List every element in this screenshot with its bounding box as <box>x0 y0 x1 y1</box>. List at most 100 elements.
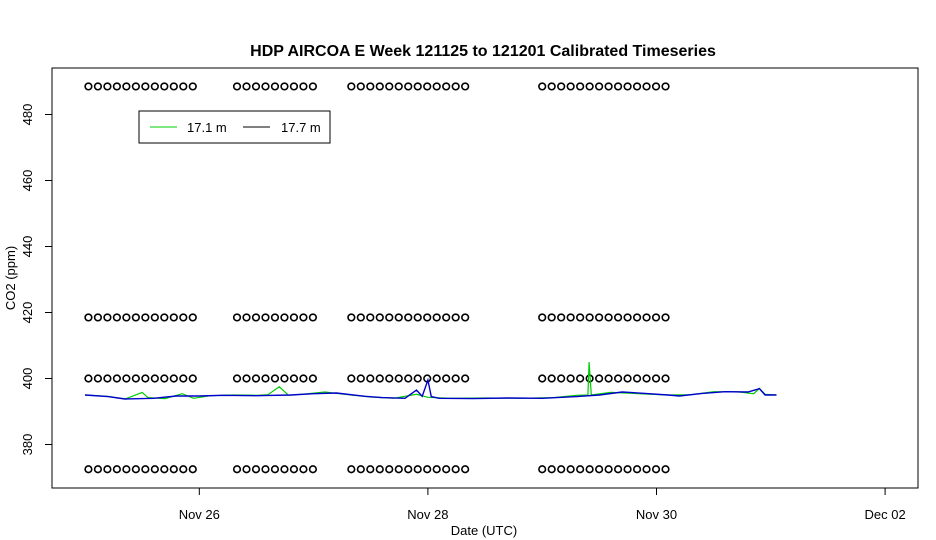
calibration-point <box>423 82 432 91</box>
calibration-point <box>103 82 112 91</box>
calibration-point <box>251 465 261 474</box>
calibration-point <box>632 374 642 383</box>
calibration-point <box>347 374 356 383</box>
calibration-point <box>251 313 261 322</box>
calibration-point <box>423 313 432 322</box>
calibration-point <box>122 374 131 383</box>
calibration-point <box>141 313 150 322</box>
calibration-point <box>385 313 394 322</box>
calibration-point <box>651 465 661 474</box>
legend-label-17-7m: 17.7 m <box>281 120 321 135</box>
calibration-point <box>280 313 289 322</box>
calibration-point <box>103 374 112 383</box>
calibration-point <box>150 82 159 91</box>
calibration-point <box>280 465 289 474</box>
calibration-point <box>160 313 169 322</box>
calibration-point <box>642 465 651 474</box>
x-tick-label: Nov 30 <box>636 507 677 522</box>
calibration-point <box>538 82 547 91</box>
calibration-point <box>261 374 270 383</box>
calibration-point <box>432 82 441 91</box>
y-tick-label: 420 <box>20 302 35 324</box>
calibration-point <box>112 82 121 91</box>
calibration-point <box>141 82 150 91</box>
calibration-point <box>179 374 188 383</box>
calibration-point <box>651 82 661 91</box>
calibration-point <box>84 82 93 91</box>
calibration-point <box>661 313 670 322</box>
calibration-point <box>299 374 308 383</box>
calibration-point <box>347 465 356 474</box>
y-axis-label: CO2 (ppm) <box>3 246 18 310</box>
legend-label-17-1m: 17.1 m <box>187 120 227 135</box>
calibration-point <box>188 465 197 474</box>
calibration-point <box>613 313 623 322</box>
calibration-point <box>557 374 566 383</box>
calibration-point <box>566 82 575 91</box>
calibration-point <box>604 465 613 474</box>
calibration-point <box>366 374 375 383</box>
calibration-point <box>366 465 375 474</box>
calibration-point <box>613 82 623 91</box>
calibration-point <box>160 374 169 383</box>
calibration-point <box>623 313 632 322</box>
calibration-point <box>623 374 632 383</box>
legend: 17.1 m 17.7 m <box>138 110 331 144</box>
calibration-point <box>661 82 670 91</box>
calibration-point <box>632 313 642 322</box>
calibration-point <box>289 313 299 322</box>
calibration-point <box>122 82 131 91</box>
x-axis: Nov 26 Nov 28 Nov 30 Dec 02 <box>179 488 906 522</box>
calibration-point <box>242 374 251 383</box>
y-tick-label: 460 <box>20 170 35 192</box>
calibration-point <box>442 374 451 383</box>
calibration-point <box>150 465 159 474</box>
calibration-point <box>461 313 470 322</box>
calibration-point <box>179 82 188 91</box>
calibration-point <box>651 313 661 322</box>
calibration-point <box>613 374 623 383</box>
calibration-point <box>385 374 394 383</box>
x-tick-label: Nov 26 <box>179 507 220 522</box>
calibration-point <box>356 313 365 322</box>
chart-title: HDP AIRCOA E Week 121125 to 121201 Calib… <box>250 43 716 60</box>
plot-frame <box>51 67 919 489</box>
series-line-17-7-m <box>84 377 777 400</box>
calibration-point <box>385 465 394 474</box>
calibration-point <box>356 374 365 383</box>
calibration-point <box>103 465 112 474</box>
calibration-point <box>169 313 178 322</box>
calibration-point <box>280 82 289 91</box>
calibration-point <box>242 82 251 91</box>
calibration-point <box>432 465 441 474</box>
calibration-point <box>461 465 470 474</box>
calibration-point <box>93 313 103 322</box>
calibration-point <box>160 82 169 91</box>
calibration-point <box>547 82 556 91</box>
calibration-point <box>404 374 413 383</box>
calibration-point <box>169 465 178 474</box>
calibration-point <box>538 465 547 474</box>
calibration-point <box>413 82 422 91</box>
calibration-point <box>404 465 413 474</box>
calibration-point <box>308 313 318 322</box>
y-axis: 380 400 420 440 460 480 <box>20 104 52 455</box>
calibration-point <box>270 82 280 91</box>
calibration-point <box>461 82 470 91</box>
calibration-point <box>404 313 413 322</box>
calibration-point <box>232 374 242 383</box>
calibration-point <box>270 465 280 474</box>
calibration-point <box>461 374 470 383</box>
calibration-point <box>93 374 103 383</box>
series-lines <box>84 361 777 400</box>
calibration-point <box>160 465 169 474</box>
calibration-point <box>112 465 121 474</box>
calibration-point <box>595 465 604 474</box>
x-tick-label: Nov 28 <box>407 507 448 522</box>
calibration-point <box>375 313 384 322</box>
calibration-point <box>131 374 140 383</box>
calibration-point <box>169 82 178 91</box>
calibration-point <box>270 313 280 322</box>
calibration-point <box>122 465 131 474</box>
